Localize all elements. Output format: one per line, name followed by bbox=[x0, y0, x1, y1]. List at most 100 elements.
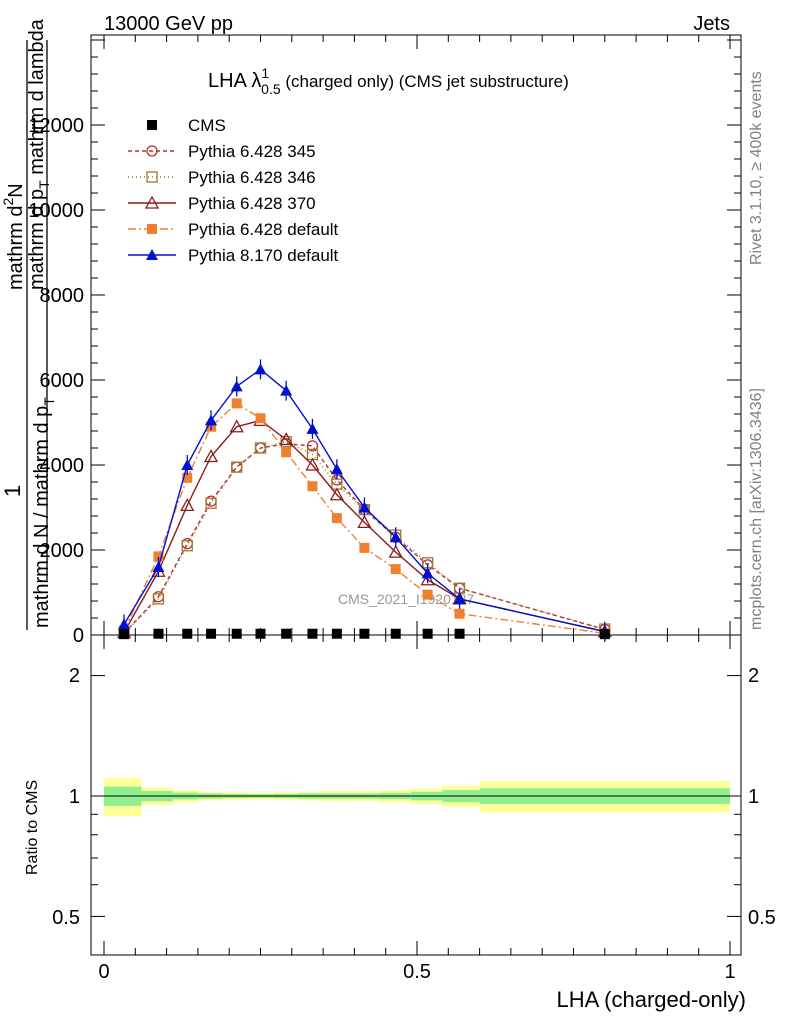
legend-marker-p370 bbox=[144, 195, 160, 209]
series-line-p8def bbox=[123, 368, 605, 633]
point-p346 bbox=[231, 461, 243, 473]
y-label-denominator: mathrm d N / mathrm d pT bbox=[31, 397, 57, 628]
header-category: Jets bbox=[693, 13, 730, 35]
y-axis-label: 1 mathrm d N / mathrm d pT mathrm d2N ma… bbox=[0, 18, 57, 630]
legend-label-p346: Pythia 6.428 346 bbox=[188, 168, 316, 187]
series-cms bbox=[119, 628, 610, 640]
point-p6def bbox=[454, 608, 465, 619]
legend-marker-cms bbox=[147, 120, 157, 130]
point-cms bbox=[599, 629, 610, 640]
y-label-num-text: mathrm d bbox=[5, 206, 27, 290]
point-p370 bbox=[203, 449, 219, 463]
legend-label-p345: Pythia 6.428 345 bbox=[188, 142, 316, 161]
point-p6def bbox=[422, 589, 433, 600]
point-p8def bbox=[230, 380, 243, 392]
point-p370 bbox=[180, 498, 195, 512]
title-main: LHA λ bbox=[208, 70, 261, 92]
point-p8def bbox=[330, 463, 343, 475]
point-p6def bbox=[307, 481, 318, 492]
point-p346 bbox=[181, 540, 193, 552]
point-p8def bbox=[389, 531, 402, 543]
legend-marker-p6def bbox=[147, 224, 157, 234]
series-line-p6def bbox=[123, 402, 605, 634]
y-label-num2-text: mathrm d p bbox=[26, 189, 48, 290]
y-label-one: 1 bbox=[0, 485, 25, 497]
point-p370 bbox=[305, 457, 320, 471]
y-tick-label: 8000 bbox=[40, 285, 85, 307]
ratio-tick-label: 0.5 bbox=[52, 907, 80, 929]
point-p370 bbox=[279, 432, 294, 446]
ratio-tick-label-right: 0.5 bbox=[748, 907, 776, 929]
ratio-tick-label-right: 2 bbox=[748, 665, 759, 687]
title-rest: (charged only) (CMS jet substructure) bbox=[281, 72, 569, 91]
ratio-axis-label: Ratio to CMS bbox=[24, 780, 41, 875]
point-cms bbox=[206, 628, 217, 639]
point-cms bbox=[231, 628, 242, 639]
y-tick-label: 0 bbox=[73, 625, 84, 647]
point-p6def bbox=[231, 398, 242, 409]
point-p6def bbox=[153, 551, 164, 562]
point-cms bbox=[331, 628, 342, 639]
point-p8def bbox=[118, 618, 131, 630]
point-p6def bbox=[182, 472, 193, 483]
y-label-numerator-2: mathrm d pT mathrm d lambda bbox=[26, 18, 52, 290]
y-label-num-N: N bbox=[5, 183, 27, 197]
series-layer bbox=[116, 359, 612, 642]
y-label-num2-sub: T bbox=[36, 180, 52, 189]
y-tick-label: 10000 bbox=[28, 200, 84, 222]
y-label-numerator: mathrm d2N bbox=[0, 183, 27, 290]
point-p8def bbox=[205, 414, 218, 426]
point-cms bbox=[359, 628, 370, 639]
ratio-bands bbox=[104, 777, 730, 817]
legend-label-p6def: Pythia 6.428 default bbox=[188, 220, 339, 239]
point-p8def bbox=[254, 363, 267, 375]
point-p6def bbox=[255, 413, 266, 424]
point-p8def bbox=[152, 561, 165, 572]
point-p346 bbox=[205, 497, 217, 509]
ratio-tick-label-right: 1 bbox=[748, 786, 759, 808]
point-p8def bbox=[421, 567, 434, 579]
mcplots-note: mcplots.cern.ch [arXiv:1306.3436] bbox=[748, 388, 765, 630]
y-tick-label: 6000 bbox=[40, 370, 85, 392]
point-p8def bbox=[181, 459, 194, 470]
ratio-tick-label: 2 bbox=[69, 665, 80, 687]
y-label-num2-rest: mathrm d lambda bbox=[26, 18, 48, 180]
point-cms bbox=[119, 629, 130, 640]
y-tick-labels: 0 2000 4000 6000 8000 10000 12000 bbox=[28, 115, 84, 647]
point-cms bbox=[422, 628, 433, 639]
point-p6def bbox=[331, 513, 342, 524]
y-tick-label: 12000 bbox=[28, 115, 84, 137]
y-label-num-sup: 2 bbox=[0, 198, 16, 206]
point-p8def bbox=[358, 501, 371, 513]
rivet-note: Rivet 3.1.10, ≥ 400k events bbox=[748, 71, 765, 265]
point-cms bbox=[281, 628, 292, 639]
point-p6def bbox=[359, 542, 370, 553]
point-cms bbox=[454, 628, 465, 639]
x-axis-label: LHA (charged-only) bbox=[556, 987, 746, 1012]
y-tick-label: 2000 bbox=[40, 540, 85, 562]
point-cms bbox=[153, 628, 164, 639]
legend-label-p370: Pythia 6.428 370 bbox=[188, 194, 316, 213]
point-p370 bbox=[329, 487, 344, 501]
legend-marker-p8def bbox=[146, 249, 158, 260]
point-p346 bbox=[254, 442, 267, 454]
legend-label-p8def: Pythia 8.170 default bbox=[188, 246, 339, 265]
series-p345 bbox=[118, 438, 611, 639]
point-p345 bbox=[231, 461, 243, 473]
point-cms bbox=[390, 628, 401, 639]
legend: CMS Pythia 6.428 345 Pythia 6.428 346 Py… bbox=[128, 116, 339, 265]
axis-ticks bbox=[91, 35, 741, 955]
series-line-p370 bbox=[123, 419, 605, 633]
y-tick-label: 4000 bbox=[40, 455, 85, 477]
point-p6def bbox=[281, 447, 292, 458]
ratio-plot-frame bbox=[90, 634, 742, 956]
plot-title: LHA λ1 0.5 (charged only) (CMS jet substr… bbox=[208, 65, 569, 97]
header-energy: 13000 GeV pp bbox=[104, 13, 233, 35]
legend-marker-p345 bbox=[146, 145, 158, 157]
point-p8def bbox=[453, 592, 466, 604]
point-cms bbox=[255, 628, 266, 639]
title-sup: 1 bbox=[261, 65, 269, 81]
point-cms bbox=[182, 628, 193, 639]
ratio-tick-label: 1 bbox=[69, 786, 80, 808]
point-p8def bbox=[306, 422, 319, 434]
